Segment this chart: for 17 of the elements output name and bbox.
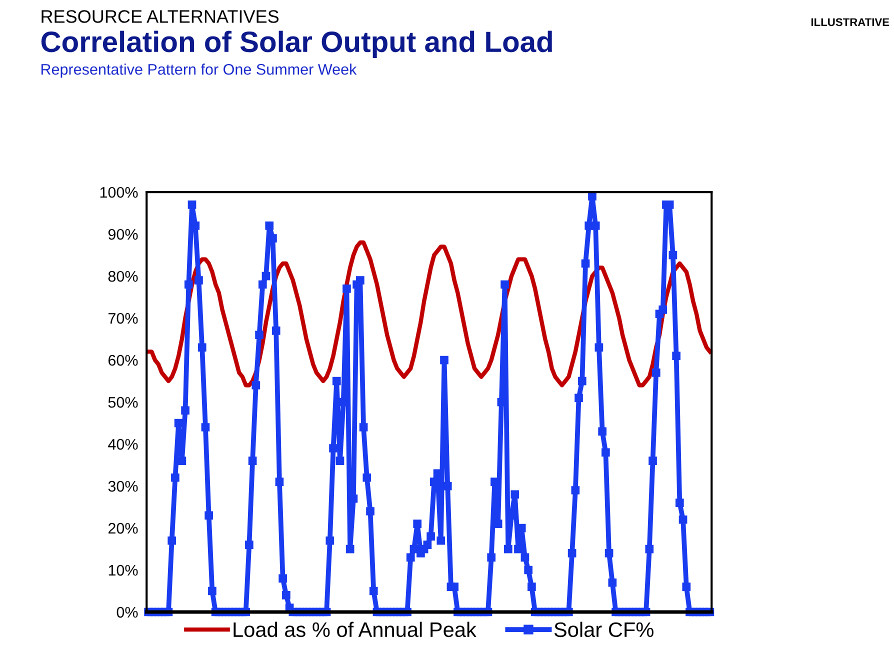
text: RESOURCE ALTERNATIVES xyxy=(42,10,279,23)
chart-subtitle: Representative Pattern for One Summer Week xyxy=(41,64,357,78)
y-tick-label: 80% xyxy=(108,270,138,282)
y-tick-label: 0% xyxy=(116,606,138,618)
y-tick-label: 90% xyxy=(108,228,138,240)
y-tick-label: 50% xyxy=(108,396,138,408)
y-tick-label: 70% xyxy=(108,312,138,324)
chart-title: Correlation of Solar Output and Load xyxy=(41,30,552,58)
legend-label: Solar CF% xyxy=(554,622,654,638)
y-tick-label: 30% xyxy=(108,480,138,492)
y-tick-label: 60% xyxy=(108,354,138,366)
text: ILLUSTRATIVE xyxy=(811,18,890,26)
y-tick-label: 40% xyxy=(108,438,138,450)
y-tick-label: 10% xyxy=(108,564,138,576)
y-tick-label: 100% xyxy=(100,186,138,198)
y-tick-label: 20% xyxy=(108,522,138,534)
legend-label: Load as % of Annual Peak xyxy=(234,622,476,638)
